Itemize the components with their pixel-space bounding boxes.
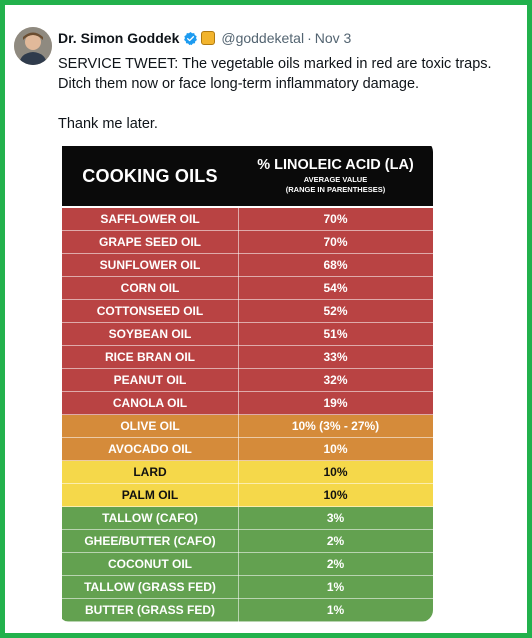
tweet-text-paragraph-1: SERVICE TWEET: The vegetable oils marked… [58, 56, 492, 92]
oil-name: GRAPE SEED OIL [98, 235, 202, 249]
linoleic-acid-value: 19% [323, 396, 348, 410]
oil-name: COTTONSEED OIL [96, 304, 204, 318]
table-row: COTTONSEED OIL 52% [62, 300, 433, 323]
oil-name: GHEE/BUTTER (CAFO) [84, 534, 216, 548]
oil-name: BUTTER (GRASS FED) [85, 603, 215, 617]
table-row: SOYBEAN OIL 51% [62, 323, 433, 346]
column-divider [238, 461, 239, 484]
linoleic-acid-value: 10% [323, 465, 348, 479]
table-row: BUTTER (GRASS FED) 1% [62, 599, 433, 622]
oil-name: RICE BRAN OIL [105, 350, 195, 364]
table-row: CORN OIL 54% [62, 277, 433, 300]
linoleic-acid-value: 54% [323, 281, 348, 295]
tweet-timestamp[interactable]: Nov 3 [314, 30, 352, 46]
tweet: Dr. Simon Goddek @goddeketal · Nov 3 SER… [5, 5, 527, 633]
table-header-left: COOKING OILS [82, 165, 218, 186]
column-divider [238, 208, 239, 231]
column-divider [238, 254, 239, 277]
table-header-subtitle-1: AVERAGE VALUE [303, 175, 368, 184]
oil-name: TALLOW (CAFO) [102, 511, 198, 525]
table-header: COOKING OILS % LINOLEIC ACID (LA) AVERAG… [62, 146, 433, 206]
table-header-title: % LINOLEIC ACID (LA) [257, 157, 414, 173]
oil-name: PALM OIL [121, 488, 179, 502]
tweet-header: Dr. Simon Goddek @goddeketal · Nov 3 [58, 28, 351, 48]
oil-name: SUNFLOWER OIL [99, 258, 201, 272]
linoleic-acid-value: 52% [323, 304, 348, 318]
linoleic-acid-value: 2% [326, 557, 345, 571]
column-divider [238, 415, 239, 438]
column-divider [238, 576, 239, 599]
oil-name: PEANUT OIL [113, 373, 187, 387]
column-divider [238, 346, 239, 369]
oil-name: CORN OIL [120, 281, 180, 295]
linoleic-acid-value: 33% [323, 350, 348, 364]
column-divider [238, 231, 239, 254]
avatar[interactable] [14, 27, 52, 65]
table-row: GRAPE SEED OIL 70% [62, 231, 433, 254]
column-divider [238, 484, 239, 507]
table-row: RICE BRAN OIL 33% [62, 346, 433, 369]
linoleic-acid-value: 1% [326, 580, 345, 594]
column-divider [238, 323, 239, 346]
oil-name: SOYBEAN OIL [108, 327, 192, 341]
oil-name: OLIVE OIL [120, 419, 180, 433]
org-affiliation-badge-icon[interactable] [201, 31, 216, 45]
table-row: LARD 10% [62, 461, 433, 484]
column-divider [238, 277, 239, 300]
column-divider [238, 507, 239, 530]
table-row: OLIVE OIL 10% (3% - 27%) [62, 415, 433, 438]
linoleic-acid-value: 10% (3% - 27%) [291, 419, 380, 433]
column-divider [238, 438, 239, 461]
linoleic-acid-value: 10% [323, 488, 348, 502]
table-header-subtitle-2: (RANGE IN PARENTHESES) [285, 185, 386, 194]
table-row: CANOLA OIL 19% [62, 392, 433, 415]
linoleic-acid-value: 3% [326, 511, 345, 525]
column-divider [238, 392, 239, 415]
table-row: PALM OIL 10% [62, 484, 433, 507]
column-divider [238, 369, 239, 392]
table-row: PEANUT OIL 32% [62, 369, 433, 392]
table-row: TALLOW (CAFO) 3% [62, 507, 433, 530]
tweet-body: SERVICE TWEET: The vegetable oils marked… [58, 54, 520, 154]
table-row: AVOCADO OIL 10% [62, 438, 433, 461]
table-row: SAFFLOWER OIL 70% [62, 208, 433, 231]
table-row: SUNFLOWER OIL 68% [62, 254, 433, 277]
author-name[interactable]: Dr. Simon Goddek [58, 30, 180, 46]
column-divider [238, 553, 239, 576]
table-header-right: % LINOLEIC ACID (LA) AVERAGE VALUE (RANG… [238, 146, 433, 206]
verified-check-icon[interactable] [183, 31, 198, 46]
oil-name: SAFFLOWER OIL [100, 212, 200, 226]
linoleic-acid-value: 70% [323, 235, 348, 249]
linoleic-acid-value: 2% [326, 534, 345, 548]
linoleic-acid-value: 32% [323, 373, 348, 387]
linoleic-acid-value: 1% [326, 603, 345, 617]
column-divider [238, 599, 239, 622]
avatar-image [14, 27, 52, 65]
linoleic-acid-value: 51% [323, 327, 348, 341]
oil-name: LARD [133, 465, 167, 479]
table-row: GHEE/BUTTER (CAFO) 2% [62, 530, 433, 553]
table-row: TALLOW (GRASS FED) 1% [62, 576, 433, 599]
oil-name: COCONUT OIL [108, 557, 192, 571]
column-divider [238, 300, 239, 323]
author-handle[interactable]: @goddeketal [221, 30, 305, 46]
separator-dot: · [307, 30, 312, 46]
linoleic-acid-value: 70% [323, 212, 348, 226]
oil-name: CANOLA OIL [112, 396, 188, 410]
oil-name: TALLOW (GRASS FED) [84, 580, 216, 594]
oil-name: AVOCADO OIL [108, 442, 192, 456]
linoleic-acid-value: 68% [323, 258, 348, 272]
table-row: COCONUT OIL 2% [62, 553, 433, 576]
linoleic-acid-value: 10% [323, 442, 348, 456]
tweet-image-card[interactable]: COOKING OILS % LINOLEIC ACID (LA) AVERAG… [58, 140, 433, 622]
tweet-text-paragraph-2: Thank me later. [58, 116, 158, 132]
column-divider [238, 530, 239, 553]
